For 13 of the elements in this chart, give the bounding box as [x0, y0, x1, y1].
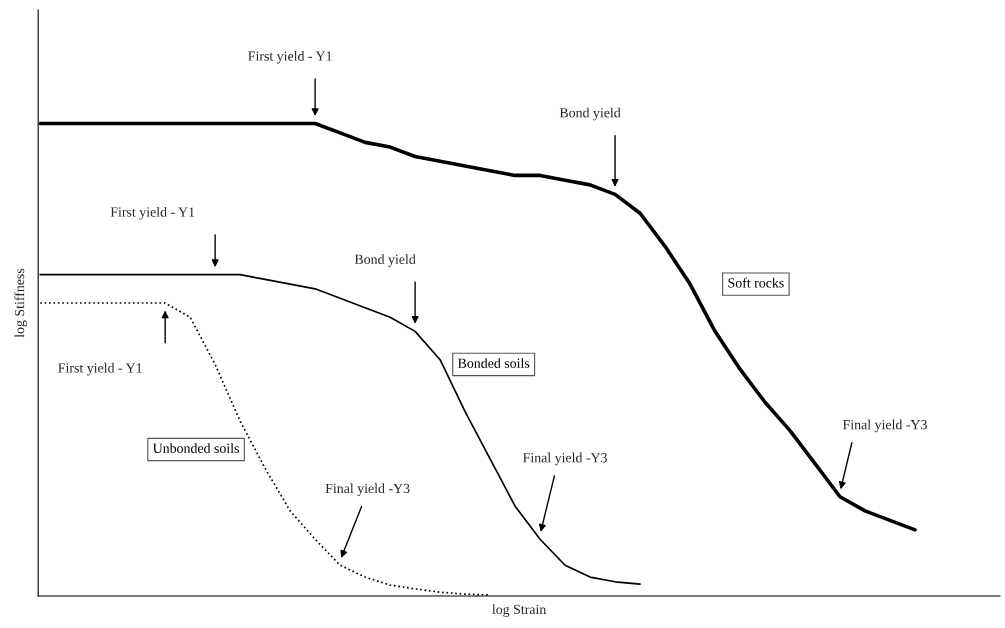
- annotation: Final yield -Y3: [523, 452, 607, 466]
- series-label: Bonded soils: [458, 358, 530, 368]
- annotation: Final yield -Y3: [842, 419, 927, 433]
- annotation: First yield - Y1: [58, 362, 142, 376]
- annotation: Final yield -Y3: [325, 483, 410, 496]
- series-label: Unbonded soils: [152, 443, 239, 453]
- text: Bond yield: [559, 107, 621, 121]
- annotation: Bond yield: [354, 254, 416, 267]
- text: First yield - Y1: [248, 50, 332, 64]
- x-axis-title: log Strain: [492, 604, 547, 617]
- text: Soft rocks: [728, 277, 784, 288]
- annotation: First yield - Y1: [110, 206, 195, 220]
- y-axis-title: log Stiffness: [14, 268, 28, 338]
